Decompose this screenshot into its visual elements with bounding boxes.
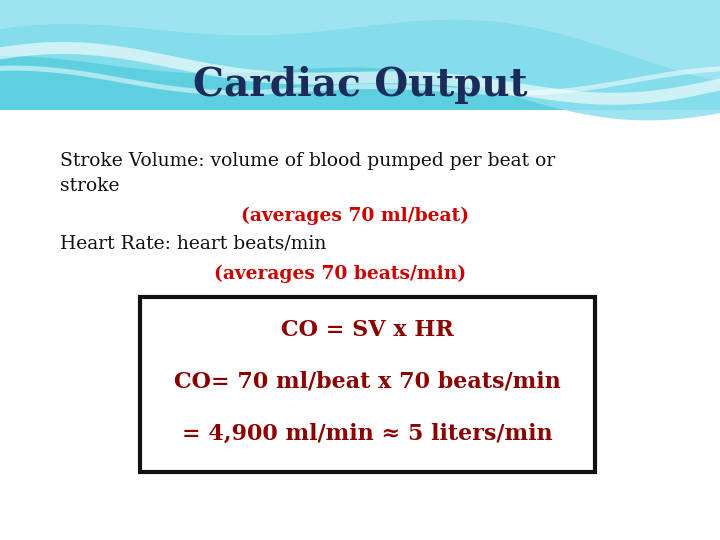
Text: Cardiac Output: Cardiac Output bbox=[193, 66, 527, 104]
Polygon shape bbox=[0, 66, 720, 96]
FancyBboxPatch shape bbox=[140, 297, 595, 472]
Polygon shape bbox=[0, 42, 720, 105]
Text: Stroke Volume: volume of blood pumped per beat or: Stroke Volume: volume of blood pumped pe… bbox=[60, 152, 555, 170]
Text: CO= 70 ml/beat x 70 beats/min: CO= 70 ml/beat x 70 beats/min bbox=[174, 371, 561, 393]
Text: CO = SV x HR: CO = SV x HR bbox=[281, 319, 454, 341]
Text: stroke: stroke bbox=[60, 177, 120, 195]
Text: = 4,900 ml/min ≈ 5 liters/min: = 4,900 ml/min ≈ 5 liters/min bbox=[182, 423, 553, 445]
Text: Heart Rate: heart beats/min: Heart Rate: heart beats/min bbox=[60, 235, 326, 253]
Text: (averages 70 ml/beat): (averages 70 ml/beat) bbox=[241, 207, 469, 225]
Text: (averages 70 beats/min): (averages 70 beats/min) bbox=[214, 265, 466, 284]
Polygon shape bbox=[0, 0, 720, 132]
Polygon shape bbox=[0, 0, 720, 132]
Polygon shape bbox=[0, 110, 720, 540]
Polygon shape bbox=[0, 0, 720, 82]
